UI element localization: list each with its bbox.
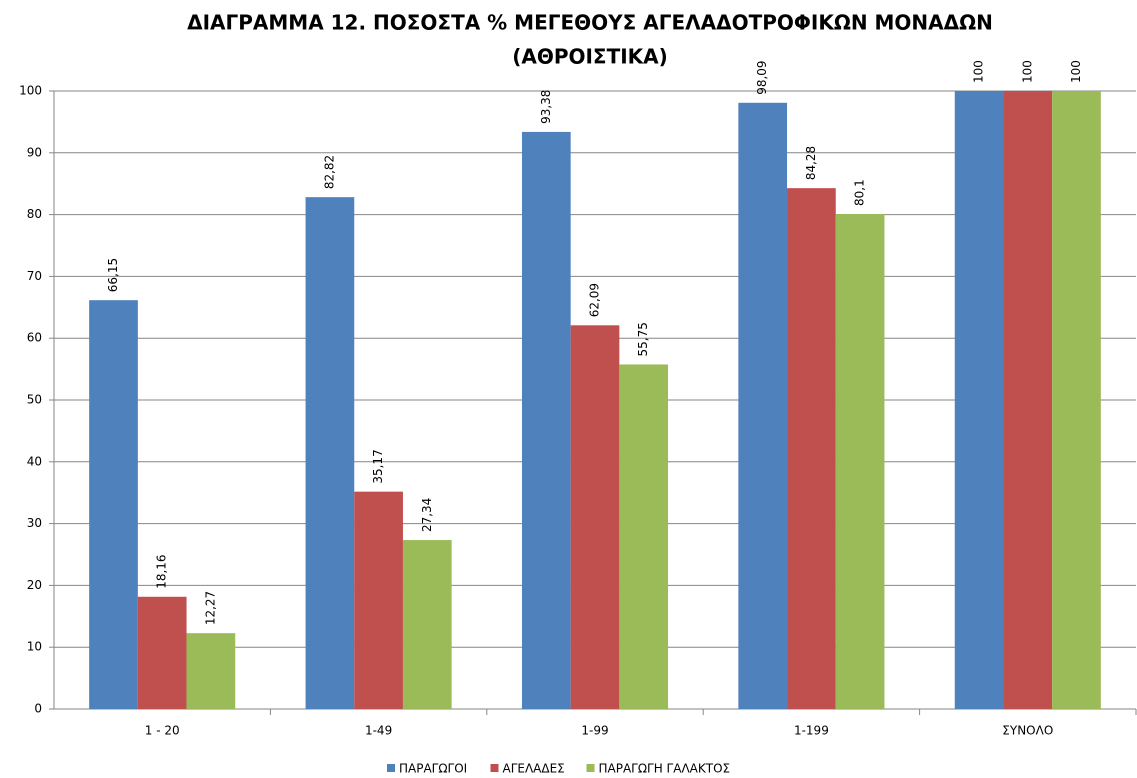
bar: [89, 300, 138, 709]
bar: [402, 540, 452, 709]
legend-swatch: [387, 764, 395, 772]
bar: [186, 633, 236, 709]
bar: [1052, 91, 1101, 709]
data-label: 82,82: [322, 155, 336, 189]
bar: [619, 364, 669, 709]
data-label: 100: [1069, 60, 1083, 83]
bar: [521, 131, 571, 709]
bar: [787, 188, 836, 709]
bar: [570, 325, 620, 709]
legend-swatch: [490, 764, 499, 772]
bar: [305, 197, 355, 709]
data-label: 12,27: [203, 591, 217, 625]
data-label: 84,28: [804, 146, 818, 180]
y-tick-label: 50: [27, 393, 42, 407]
x-tick-label: ΣΥΝΟΛΟ: [1002, 724, 1053, 738]
data-label: 55,75: [636, 322, 650, 356]
data-label: 98,09: [755, 60, 769, 94]
x-tick-label: 1-49: [365, 724, 392, 738]
data-label: 18,16: [155, 554, 169, 588]
bar: [954, 91, 1004, 709]
y-tick-label: 10: [27, 640, 42, 654]
y-tick-label: 30: [27, 516, 42, 530]
y-tick-label: 70: [27, 269, 42, 283]
bar: [738, 102, 788, 709]
data-label: 27,34: [420, 498, 434, 532]
data-label: 100: [972, 60, 986, 83]
bar: [1003, 91, 1053, 709]
data-label: 62,09: [588, 283, 602, 317]
legend-label: ΠΑΡΑΓΩΓΟΙ: [399, 762, 467, 776]
data-label: 100: [1020, 60, 1034, 83]
y-tick-label: 0: [34, 702, 42, 716]
y-tick-label: 80: [27, 207, 42, 221]
bar: [354, 491, 403, 709]
bar: [137, 596, 187, 709]
legend-swatch: [586, 764, 595, 772]
y-tick-label: 90: [27, 145, 42, 159]
legend-label: ΠΑΡΑΓΩΓΗ ΓΑΛΑΚΤΟΣ: [599, 762, 731, 776]
x-tick-label: 1-99: [581, 724, 608, 738]
data-label: 66,15: [106, 258, 120, 292]
data-label: 80,1: [853, 179, 867, 206]
y-tick-label: 40: [27, 454, 42, 468]
chart-title: ΔΙΑΓΡΑΜΜΑ 12. ΠΟΣΟΣΤΑ % ΜΕΓΕΘΟΥΣ ΑΓΕΛΑΔΟ…: [187, 11, 993, 35]
legend-label: ΑΓΕΛΑΔΕΣ: [503, 762, 565, 776]
y-tick-label: 20: [27, 578, 42, 592]
y-tick-label: 100: [19, 84, 42, 98]
y-tick-label: 60: [27, 331, 42, 345]
bar: [835, 213, 885, 709]
x-tick-label: 1-199: [794, 724, 829, 738]
x-tick-label: 1 - 20: [145, 724, 180, 738]
chart-title: (ΑΘΡΟΙΣΤΙΚΑ): [512, 45, 668, 69]
data-label: 93,38: [539, 90, 553, 124]
data-label: 35,17: [371, 449, 385, 483]
